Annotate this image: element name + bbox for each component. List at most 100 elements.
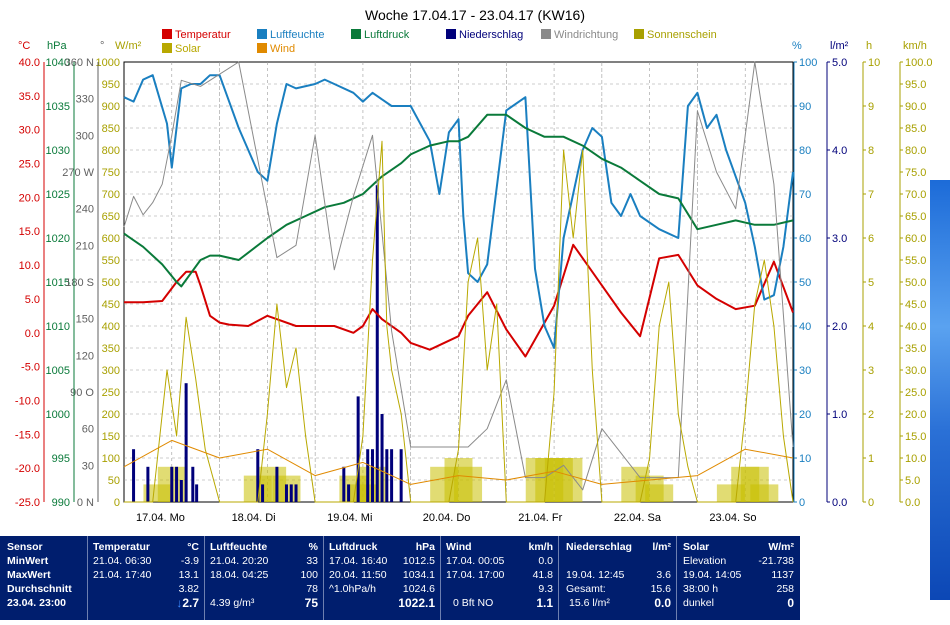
- axis-tick-label-right: 3: [868, 365, 874, 377]
- hum-max: 100: [300, 569, 318, 581]
- precip-bar: [184, 383, 188, 502]
- axis-tick-label-left: 1035: [46, 101, 70, 113]
- temp-min: -3.9: [180, 555, 199, 567]
- axis-tick-label-left: 250: [102, 387, 120, 399]
- axis-tick-label-left: 360 N: [65, 57, 94, 69]
- axis-tick-label-left: 700: [102, 189, 120, 201]
- legend-swatch: [634, 29, 644, 39]
- axis-tick-label-right: 2: [868, 409, 874, 421]
- axis-tick-label-right: 4: [868, 321, 874, 333]
- precip-bar: [175, 466, 179, 502]
- precip-bar: [256, 449, 260, 502]
- axis-tick-label-left: 995: [52, 453, 70, 465]
- axis-tick-label-right: 100: [799, 57, 817, 69]
- axis-unit-left: hPa: [47, 40, 67, 52]
- axis-tick-label-left: 270 W: [62, 167, 94, 179]
- x-tick-label: 18.04. Di: [232, 512, 276, 524]
- axis-tick-label-left: 450: [102, 299, 120, 311]
- axis-tick-label-left: 200: [102, 409, 120, 421]
- press-max: 1034.1: [402, 569, 435, 581]
- press-min-time: 17.04. 16:40: [329, 555, 388, 567]
- press-head: Luftdruck: [329, 541, 378, 553]
- chart-canvas: °C40.035.030.025.020.015.010.05.00.0-5.0…: [15, 7, 933, 524]
- axis-tick-label-left: 990: [52, 497, 70, 509]
- precip-bar: [195, 484, 199, 502]
- precip-bar: [356, 396, 360, 502]
- legend-label: Niederschlag: [459, 29, 523, 41]
- solar-elevation-label: Elevation: [683, 555, 727, 567]
- hum-head: Luftfeuchte: [210, 541, 268, 553]
- axis-tick-label-left: 60: [82, 424, 94, 436]
- axis-tick-label-left: 1000: [46, 409, 70, 421]
- sunshine-bar: [454, 466, 483, 502]
- stats-table: Sensor MinWert MaxWert Durchschnitt 23.0…: [0, 536, 800, 620]
- axis-tick-label-left: 550: [102, 255, 120, 267]
- axis-tick-label-right: 8: [868, 145, 874, 157]
- axis-tick-label-right: 90: [799, 101, 811, 113]
- solar-unit: W/m²: [768, 541, 794, 553]
- axis-tick-label-right: 35.0: [905, 343, 926, 355]
- axis-tick-label-right: 75.0: [905, 167, 926, 179]
- axis-tick-label-right: 0: [799, 497, 805, 509]
- x-tick-label: 23.04. So: [709, 512, 756, 524]
- axis-tick-label-right: 3.0: [832, 233, 847, 245]
- axis-tick-label-right: 45.0: [905, 299, 926, 311]
- stats-col-niederschlag: Niederschlag l/m² 19.04. 12:45 3.6 Gesamt:…: [559, 536, 677, 620]
- precip-bar: [380, 414, 384, 502]
- stats-label-avg: Durchschnitt: [7, 583, 72, 595]
- temp-current: 2.7: [182, 596, 199, 610]
- wind-current: 1.1: [536, 596, 553, 610]
- axis-tick-label-left: 600: [102, 233, 120, 245]
- axis-tick-label-left: 20.0: [19, 192, 40, 204]
- legend-swatch: [162, 29, 172, 39]
- solar-current: 0: [787, 596, 794, 610]
- stats-col-solar: Solar W/m² Elevation -21.738 19.04. 14:05 1…: [677, 536, 799, 620]
- solar-max: 1137: [771, 569, 794, 581]
- axis-tick-label-left: 850: [102, 123, 120, 135]
- x-tick-label: 20.04. Do: [423, 512, 471, 524]
- series-line-temperatur: [124, 243, 794, 358]
- series-line-luftdruck: [123, 113, 794, 288]
- temp-min-time: 21.04. 06:30: [93, 555, 152, 567]
- solar-state: dunkel: [683, 597, 714, 609]
- hum-absolute: 4.39 g/m³: [210, 597, 255, 609]
- precip-bar: [284, 484, 288, 502]
- legend-label: Windrichtung: [554, 29, 618, 41]
- axis-tick-label-left: 0.0: [25, 328, 40, 340]
- x-tick-label: 19.04. Mi: [327, 512, 372, 524]
- axis-tick-label-right: 25.0: [905, 387, 926, 399]
- legend-swatch: [257, 43, 267, 53]
- temp-unit: °C: [187, 541, 199, 553]
- axis-tick-label-left: 300: [102, 365, 120, 377]
- stats-label-current: 23.04. 23:00: [7, 597, 66, 609]
- weather-chart: °C 40.0 35.0 30.0 25.0 20.0 15.0 10.0 5.0 0.0 -5.0…: [15, 7, 933, 524]
- axis-tick-label-left: 0 N: [77, 497, 94, 509]
- axis-tick-label-right: 5.0: [832, 57, 847, 69]
- precip-bar: [179, 480, 183, 502]
- axis-tick-label-left: 40.0: [19, 57, 40, 69]
- axis-tick-label-left: 750: [102, 167, 120, 179]
- axis-tick-label-left: 30: [82, 460, 94, 472]
- precip-bar: [375, 185, 379, 502]
- axis-tick-label-left: 90 O: [70, 387, 94, 399]
- wind-beaufort: 0 Bft NO: [453, 597, 494, 609]
- axis-tick-label-right: 60.0: [905, 233, 926, 245]
- axis-tick-label-left: 30.0: [19, 125, 40, 137]
- rain-head: Niederschlag: [566, 541, 632, 553]
- precip-bar: [399, 449, 403, 502]
- stats-label-min: MinWert: [7, 555, 49, 567]
- press-max-time: 20.04. 11:50: [329, 569, 387, 581]
- legend-label: Sonnenschein: [647, 29, 717, 41]
- axis-tick-label-left: 300: [76, 130, 94, 142]
- axis-tick-label-right: 50: [799, 277, 811, 289]
- stats-col-luftfeuchte: Luftfeuchte% 21.04. 20:20 33 18.04. 04:25…: [205, 536, 324, 620]
- axis-tick-label-left: 35.0: [19, 91, 40, 103]
- axis-tick-label-right: 0.0: [832, 497, 847, 509]
- axis-tick-label-right: 65.0: [905, 211, 926, 223]
- solar-hours: 38:00 h: [683, 583, 719, 595]
- axis-tick-label-right: 70.0: [905, 189, 926, 201]
- axis-tick-label-left: 1010: [46, 321, 70, 333]
- axis-tick-label-right: 0: [868, 497, 874, 509]
- axis-tick-label-right: 30: [799, 365, 811, 377]
- axis-tick-label-right: 2.0: [832, 321, 847, 333]
